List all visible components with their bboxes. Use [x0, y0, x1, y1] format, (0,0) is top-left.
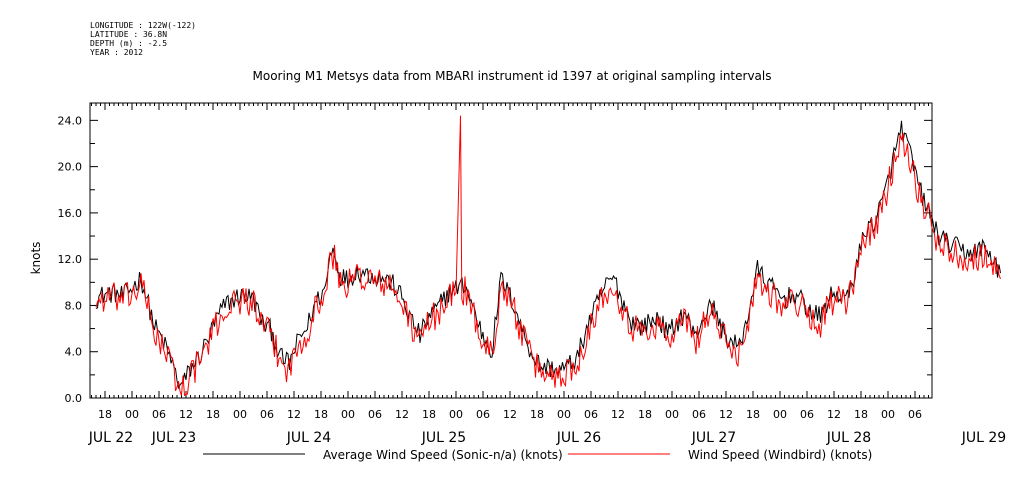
- x-tick-label: 12: [503, 408, 517, 421]
- y-tick-label: 12.0: [58, 253, 83, 266]
- x-tick-label: 00: [773, 408, 787, 421]
- series-line-average: [95, 120, 1001, 390]
- x-tick-label: 06: [152, 408, 166, 421]
- x-tick-label: 18: [98, 408, 112, 421]
- x-date-label: JUL 22: [88, 430, 133, 446]
- y-tick-label: 8.0: [65, 299, 83, 312]
- series-line-windbird: [95, 115, 1001, 397]
- x-date-label: JUL 25: [421, 430, 466, 446]
- longitude-text: LONGITUDE : 122W(-122): [90, 21, 196, 30]
- y-tick-label: 0.0: [65, 392, 83, 405]
- y-tick-label: 4.0: [65, 346, 83, 359]
- x-tick-label: 18: [746, 408, 760, 421]
- plot-frame: [89, 102, 933, 399]
- x-tick-label: 18: [854, 408, 868, 421]
- x-tick-label: 12: [287, 408, 301, 421]
- x-tick-label: 06: [368, 408, 382, 421]
- x-tick-label: 00: [557, 408, 571, 421]
- x-tick-label: 12: [179, 408, 193, 421]
- x-tick-label: 06: [908, 408, 922, 421]
- x-tick-label: 18: [314, 408, 328, 421]
- legend-label-windbird: Wind Speed (Windbird) (knots): [688, 448, 872, 462]
- x-tick-label: 06: [260, 408, 274, 421]
- x-tick-label: 18: [638, 408, 652, 421]
- y-tick-label: 20.0: [58, 161, 83, 174]
- depth-text: DEPTH (m) : -2.5: [90, 39, 168, 48]
- x-tick-label: 18: [530, 408, 544, 421]
- x-tick-label: 18: [422, 408, 436, 421]
- x-tick-label: 06: [584, 408, 598, 421]
- metadata-block: LONGITUDE : 122W(-122) LATITUDE : 36.8N …: [90, 21, 196, 57]
- x-date-label: JUL 29: [961, 430, 1006, 446]
- x-tick-label: 00: [341, 408, 355, 421]
- x-tick-label: 06: [800, 408, 814, 421]
- y-axis-label: knots: [29, 242, 43, 275]
- x-date-label: JUL 24: [286, 430, 332, 446]
- x-date-label: JUL 27: [691, 430, 736, 446]
- x-tick-label: 00: [665, 408, 679, 421]
- legend-label-average: Average Wind Speed (Sonic-n/a) (knots): [323, 448, 563, 462]
- x-date-label: JUL 28: [826, 430, 871, 446]
- x-tick-label: 06: [692, 408, 706, 421]
- y-tick-label: 24.0: [58, 114, 83, 127]
- y-tick-label: 16.0: [58, 207, 83, 220]
- x-tick-label: 12: [611, 408, 625, 421]
- chart-title: Mooring M1 Metsys data from MBARI instru…: [253, 69, 772, 83]
- x-tick-label: 00: [125, 408, 139, 421]
- x-tick-label: 12: [827, 408, 841, 421]
- x-date-label: JUL 23: [151, 430, 196, 446]
- legend: Average Wind Speed (Sonic-n/a) (knots) W…: [203, 448, 872, 462]
- year-text: YEAR : 2012: [90, 48, 143, 57]
- x-tick-label: 12: [719, 408, 733, 421]
- x-date-label: JUL 26: [556, 430, 602, 446]
- latitude-text: LATITUDE : 36.8N: [90, 30, 168, 39]
- x-tick-label: 00: [881, 408, 895, 421]
- x-tick-label: 18: [206, 408, 220, 421]
- x-tick-label: 00: [233, 408, 247, 421]
- x-tick-label: 00: [449, 408, 463, 421]
- x-tick-label: 06: [476, 408, 490, 421]
- x-tick-label: 12: [395, 408, 409, 421]
